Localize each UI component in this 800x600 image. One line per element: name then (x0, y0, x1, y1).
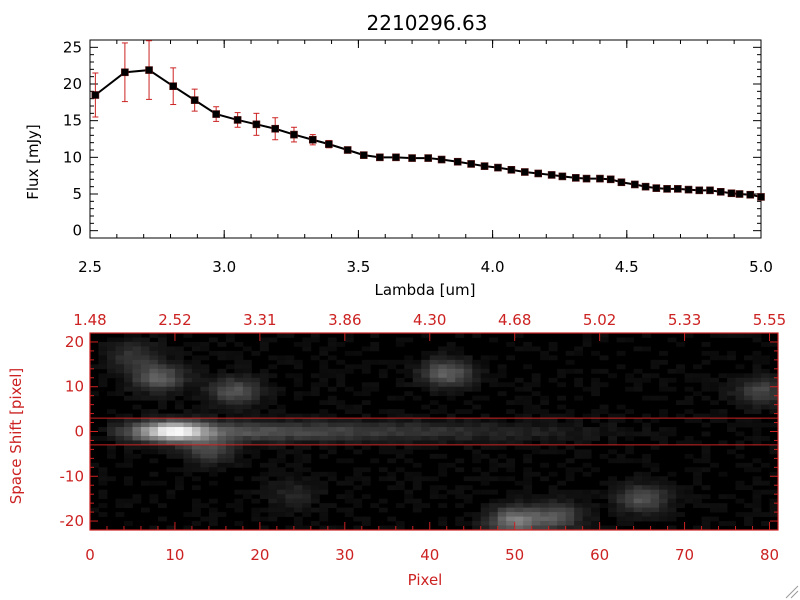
flux-series-line (94, 69, 762, 198)
data-point (746, 190, 755, 199)
top-wavelength-tick-label: 3.31 (243, 311, 276, 329)
data-point (727, 189, 736, 198)
data-point (695, 186, 704, 195)
data-point (467, 160, 475, 168)
data-point (91, 91, 100, 99)
data-point (706, 186, 714, 195)
top-x-tick-label: 4.0 (481, 258, 505, 276)
top-x-tick-label: 5.0 (749, 258, 773, 276)
bottom-y-tick-label: 10 (65, 378, 84, 396)
top-x-tick-label: 4.5 (615, 258, 639, 276)
data-point (437, 155, 446, 164)
bottom-y-tick-label: 20 (65, 333, 84, 351)
data-point (190, 96, 199, 104)
bottom-x-tick-label: 40 (420, 546, 439, 564)
data-point (652, 184, 661, 192)
bottom-x-tick-label: 70 (675, 546, 694, 564)
bottom-x-tick-label: 60 (590, 546, 609, 564)
spectrum-image-plot: 0 10 20 30 40 50 60 70 80 1.48 2.52 3.31 3.86 4.30 4.6… (60, 311, 787, 564)
chart-title: 2210296.63 (367, 11, 488, 35)
top-wavelength-tick-label: 5.02 (583, 311, 616, 329)
data-point (596, 174, 604, 183)
top-y-tick-label: 10 (63, 148, 82, 166)
bottom-y-axis-label: Space Shift [pixel] (7, 368, 25, 505)
data-point (376, 153, 384, 162)
top-y-tick-label: 20 (63, 75, 82, 93)
top-y-axis-label: Flux [mJy] (24, 124, 42, 200)
top-wavelength-tick-label: 4.30 (413, 311, 446, 329)
data-point (582, 174, 591, 183)
bottom-y-tick-label: 0 (74, 423, 84, 441)
data-point (308, 135, 317, 144)
data-point (663, 185, 671, 193)
data-point (547, 171, 556, 179)
top-wavelength-tick-label: 2.52 (158, 311, 191, 329)
top-plot-frame (89, 39, 762, 239)
bottom-y-tick-label: -10 (60, 467, 85, 485)
data-point (572, 174, 580, 182)
data-point (480, 162, 489, 170)
data-point (121, 68, 129, 77)
data-point (271, 124, 279, 133)
data-point (325, 140, 333, 148)
top-wavelength-tick-label: 5.33 (668, 311, 701, 329)
top-x-axis-label: Lambda [um] (375, 281, 476, 299)
data-point (252, 120, 261, 129)
data-point (392, 153, 400, 162)
data-point (757, 193, 765, 201)
top-wavelength-tick-label: 5.55 (753, 311, 786, 329)
top-wavelength-tick-label: 1.48 (73, 311, 106, 329)
data-point (453, 157, 462, 166)
data-point (424, 154, 432, 162)
top-y-tick-label: 0 (72, 222, 82, 240)
data-point (673, 185, 682, 193)
data-point (534, 169, 543, 178)
bottom-x-tick-label: 30 (335, 546, 354, 564)
data-point (408, 154, 416, 162)
top-wavelength-tick-label: 4.68 (498, 311, 531, 329)
flux-plot: 2.5 3.0 3.5 4.0 4.5 5.0 0 5 10 15 20 25 (63, 38, 773, 276)
top-x-tick-label: 3.0 (212, 258, 236, 276)
data-point (641, 182, 650, 191)
data-point (606, 175, 615, 184)
data-point (716, 188, 725, 196)
data-point (290, 130, 298, 139)
data-point (494, 163, 502, 172)
resize-grip-icon[interactable] (785, 585, 799, 599)
data-point (617, 178, 626, 187)
data-point (684, 185, 693, 194)
bottom-x-tick-label: 80 (760, 546, 779, 564)
bottom-x-tick-label: 50 (505, 546, 524, 564)
top-y-tick-label: 15 (63, 112, 82, 130)
data-point (145, 66, 153, 74)
image-pixels (90, 333, 779, 531)
data-point (233, 116, 242, 124)
bottom-x-axis-label: Pixel (408, 571, 443, 589)
bottom-x-tick-label: 10 (165, 546, 184, 564)
top-wavelength-tick-label: 3.86 (328, 311, 361, 329)
data-point (735, 190, 744, 198)
data-point (507, 166, 516, 174)
data-point (558, 172, 567, 181)
bottom-x-tick-label: 0 (85, 546, 95, 564)
top-x-tick-label: 2.5 (78, 258, 102, 276)
top-x-tick-label: 3.5 (346, 258, 370, 276)
top-y-tick-label: 5 (72, 185, 82, 203)
data-point (359, 151, 368, 159)
bottom-y-tick-label: -20 (60, 512, 85, 530)
data-point (169, 82, 178, 90)
data-point (521, 168, 529, 176)
data-point (212, 110, 220, 118)
top-y-tick-label: 25 (63, 38, 82, 56)
data-point (631, 180, 639, 189)
bottom-x-tick-label: 20 (250, 546, 269, 564)
data-point (343, 146, 352, 154)
